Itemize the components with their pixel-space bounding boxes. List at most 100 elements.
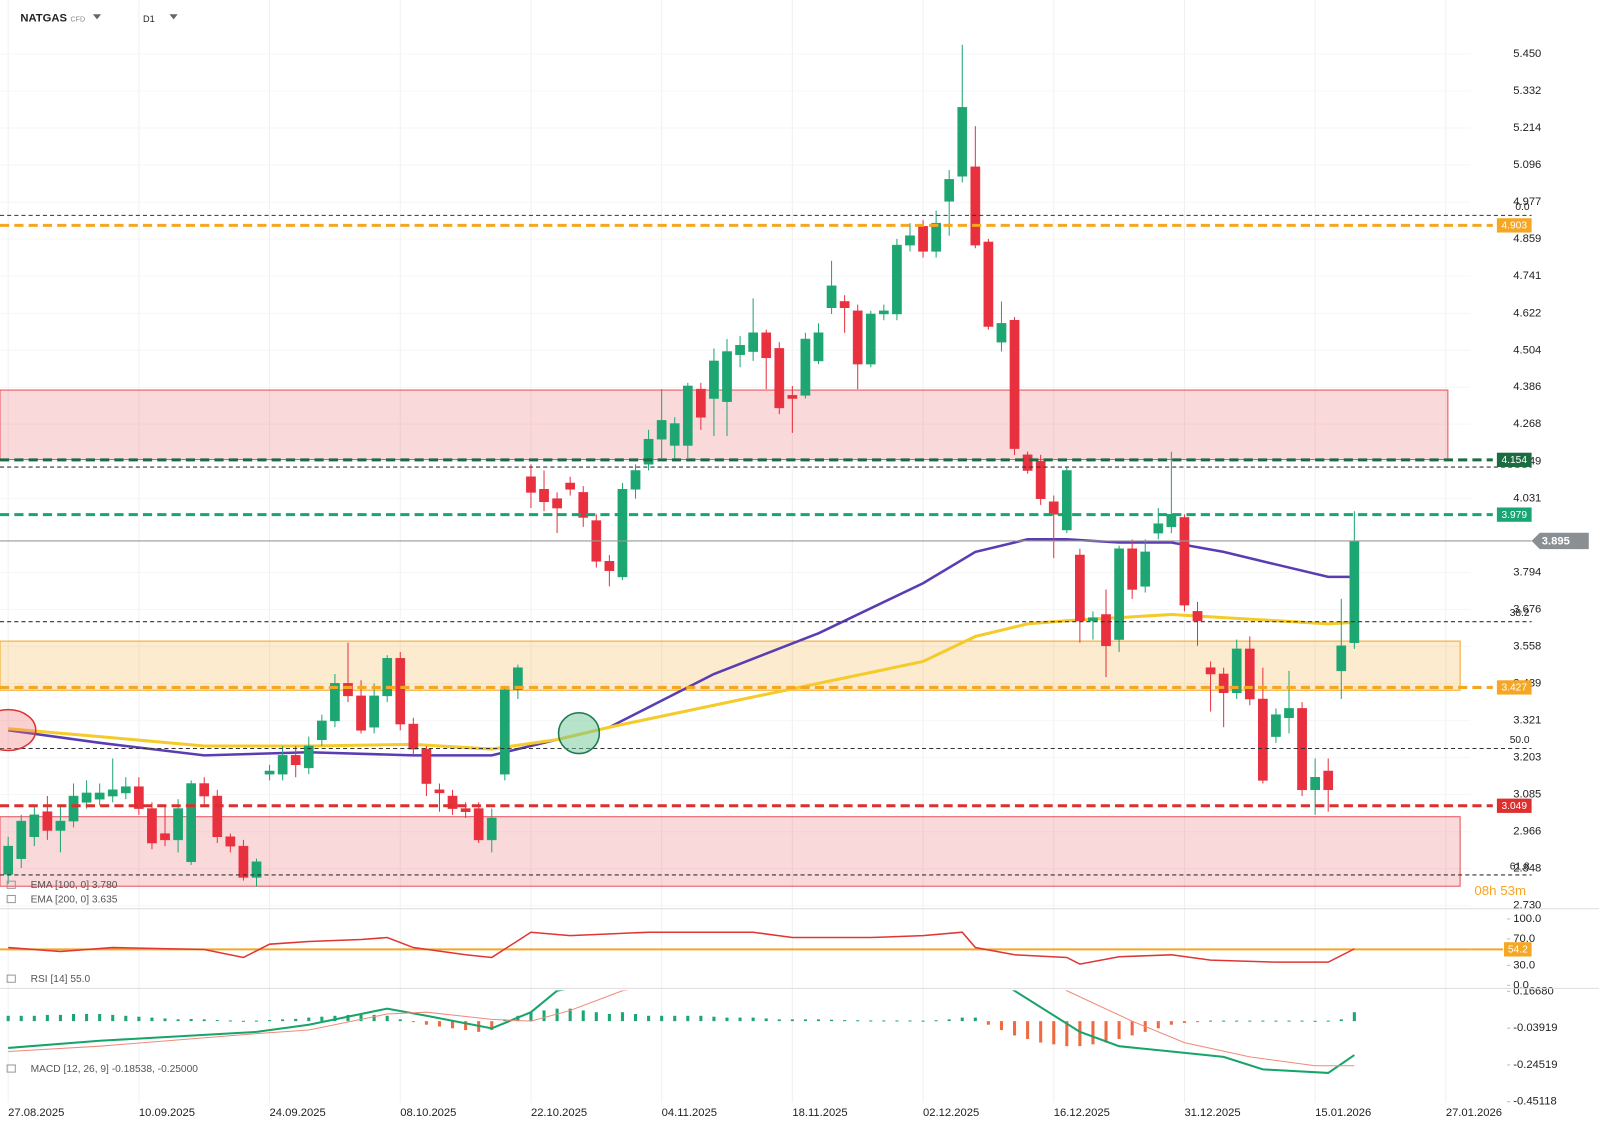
candle-body <box>238 845 249 878</box>
candle-body <box>264 770 275 775</box>
y-tick-label: 4.859 <box>1513 233 1541 245</box>
macd-bar <box>71 1014 76 1022</box>
macd-bar <box>1261 1020 1265 1022</box>
timeframe[interactable]: D1 <box>143 14 155 24</box>
annotation-circle <box>557 711 601 755</box>
macd-bar <box>869 1020 873 1022</box>
y-tick-label: 3.558 <box>1513 640 1541 652</box>
y-tick-label: 3.794 <box>1513 567 1541 579</box>
y-tick-label: 4.977 <box>1513 196 1541 208</box>
candle-body <box>630 470 641 490</box>
macd-bar <box>1209 1020 1213 1022</box>
macd-bar <box>594 1012 598 1022</box>
legend-icon[interactable] <box>6 974 16 983</box>
macd-bar <box>215 1020 219 1022</box>
macd-bar <box>385 1015 389 1022</box>
macd-line <box>8 990 1355 1074</box>
macd-bar <box>19 1015 23 1022</box>
candle-body <box>682 385 693 446</box>
y-tick-label: -0.03919 <box>1513 1022 1557 1034</box>
candle-body <box>1166 514 1177 528</box>
macd-bar <box>111 1014 115 1022</box>
macd-bar <box>908 1020 912 1022</box>
candle-body <box>134 786 144 809</box>
macd-bar <box>1222 1020 1226 1022</box>
macd-bar <box>254 1020 259 1022</box>
macd-bar <box>712 1016 716 1022</box>
macd-bar <box>137 1016 141 1022</box>
last-price-label: 3.895 <box>1542 535 1570 547</box>
candle-body <box>1035 460 1046 499</box>
candle-body <box>147 808 157 844</box>
macd-bar <box>999 1021 1003 1031</box>
macd-bar <box>490 1021 494 1031</box>
candle-body <box>499 689 510 775</box>
x-tick-label: 10.09.2025 <box>139 1107 195 1119</box>
indicator-legend: EMA [100, 0] 3.780 <box>31 880 118 891</box>
candle-body <box>1179 517 1190 606</box>
level-label: 4.903 <box>1501 221 1527 232</box>
macd-bar <box>934 1020 938 1022</box>
x-tick-label: 24.09.2025 <box>270 1107 326 1119</box>
x-tick-label: 08.10.2025 <box>400 1107 456 1119</box>
candle-body <box>81 792 92 803</box>
candle-body <box>826 285 837 308</box>
candle-body <box>1192 611 1203 622</box>
y-tick-label: 4.741 <box>1513 270 1541 282</box>
candle-body <box>120 786 131 794</box>
macd-bar <box>830 1019 834 1022</box>
candle-body <box>1336 645 1347 672</box>
legend-icon[interactable] <box>6 880 16 889</box>
candle-body <box>330 683 340 722</box>
candle-body <box>709 360 719 399</box>
candle-body <box>3 845 14 875</box>
candle-body <box>460 808 471 812</box>
macd-bar <box>1300 1020 1304 1022</box>
macd-bar <box>764 1018 768 1022</box>
macd-bar <box>98 1014 102 1022</box>
macd-bar <box>555 1008 559 1022</box>
macd-bar <box>202 1019 206 1022</box>
candle-body <box>382 658 393 697</box>
dropdown-arrow[interactable] <box>169 14 178 20</box>
legend-icon[interactable] <box>6 1064 16 1073</box>
macd-bar <box>424 1021 428 1025</box>
macd-bar <box>686 1015 690 1022</box>
macd-bar <box>1065 1021 1069 1047</box>
candle-body <box>552 498 562 509</box>
candle-body <box>173 808 183 841</box>
candle-body <box>1297 708 1307 791</box>
macd-bar <box>725 1017 729 1022</box>
macd-bar <box>1026 1021 1030 1040</box>
candle-body <box>1271 714 1281 737</box>
candle-body <box>212 795 223 838</box>
macd-bar <box>607 1014 611 1022</box>
y-tick-label: 4.268 <box>1513 418 1541 430</box>
x-tick-label: 04.11.2025 <box>662 1107 717 1119</box>
x-tick-label: 18.11.2025 <box>792 1107 847 1119</box>
macd-bar <box>882 1020 886 1022</box>
y-tick-label: 5.214 <box>1513 122 1541 134</box>
y-tick-label: 2.848 <box>1513 863 1541 875</box>
y-tick-label: 4.622 <box>1513 307 1541 319</box>
macd-bar <box>372 1014 376 1022</box>
candle-body <box>1127 548 1138 590</box>
candle-body <box>1140 551 1151 587</box>
zone <box>0 640 1461 691</box>
x-tick-label: 02.12.2025 <box>923 1107 979 1119</box>
y-tick-label: 3.203 <box>1513 752 1541 764</box>
legend-icon[interactable] <box>6 894 16 904</box>
y-tick-label: -0.45118 <box>1513 1096 1556 1108</box>
macd-bar <box>673 1015 677 1022</box>
macd-bar <box>1182 1021 1186 1023</box>
symbol[interactable]: NATGAS <box>20 12 67 24</box>
candle-body <box>852 310 863 365</box>
level-tag <box>1504 942 1532 957</box>
candle-body <box>421 748 432 784</box>
candle-body <box>839 301 850 308</box>
dropdown-arrow[interactable] <box>92 14 102 20</box>
macd-bar <box>1078 1021 1082 1047</box>
candle-body <box>996 323 1007 343</box>
ema-line <box>7 538 1355 757</box>
